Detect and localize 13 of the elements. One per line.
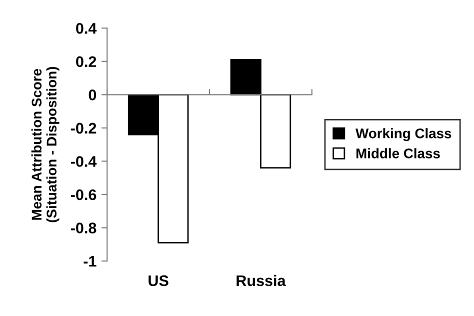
- y-tick-label: -0.6: [70, 189, 96, 200]
- y-tick-label: -0.2: [70, 122, 96, 134]
- y-tick-label: -1: [84, 256, 96, 267]
- y-tick-label: 0.4: [76, 22, 97, 34]
- legend-label: Working Class: [356, 128, 452, 142]
- y-axis-title: Mean Attribution Score (Situation - Disposition): [31, 66, 60, 222]
- y-tick-label: -0.4: [70, 156, 97, 167]
- y-tick-label: 0.2: [76, 56, 96, 68]
- legend-label: Middle Class: [356, 148, 440, 158]
- y-tick-label: 0: [88, 90, 96, 100]
- x-tick-label: US: [148, 275, 168, 286]
- y-tick-label: -0.8: [70, 222, 96, 234]
- x-tick-label: Russia: [236, 274, 286, 286]
